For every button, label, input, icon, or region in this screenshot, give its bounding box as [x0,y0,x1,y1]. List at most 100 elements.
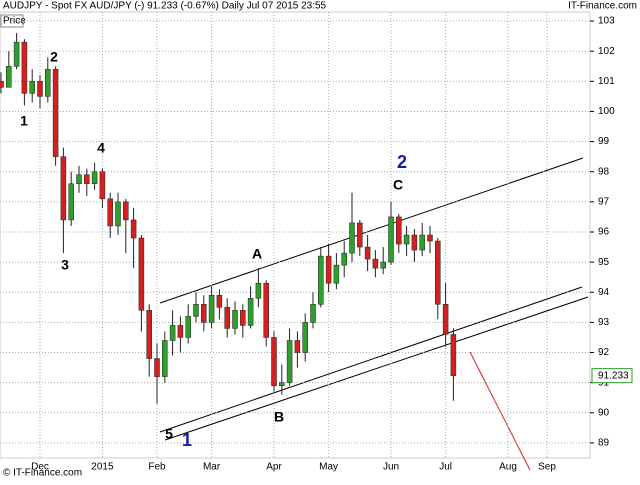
candle-body [380,261,386,269]
wave-label: 3 [61,257,69,273]
x-tick-label: Jul [439,462,452,473]
wave-label: 4 [97,140,105,156]
candle-body [435,240,441,305]
candle-body [240,310,246,326]
wave-label: 2 [397,152,407,172]
candle-body [146,310,152,359]
candle-body [177,325,184,338]
candle-body [29,81,35,94]
wave-label: C [393,177,403,193]
footer: © IT-Finance.com [3,468,82,479]
candle-body [138,237,145,311]
candle-body [123,201,129,221]
candle-body [411,234,418,251]
channel-lower-2 [164,296,589,441]
candle-body [442,304,449,335]
y-tick-label: 98 [598,166,610,177]
y-tick-label: 90 [598,407,610,418]
candle-body [364,246,371,260]
candle-body [396,216,402,245]
source: IT-Finance.com [568,1,637,12]
candle-body [21,41,28,94]
candle-body [162,340,168,377]
candle-body [388,216,394,263]
y-tick-label: 103 [598,16,615,27]
candle-body [325,255,332,284]
y-tick-label: 102 [598,46,615,57]
candle-body [52,69,59,157]
candle-body [403,234,410,245]
candle-body [130,219,137,239]
candle-body [419,234,425,251]
y-tick-label: 95 [598,257,610,268]
wave-label: 1 [20,113,28,129]
x-tick-label: Aug [499,462,517,473]
candle-body [318,255,324,305]
y-tick-label: 92 [598,347,610,358]
candle-body [341,252,347,266]
x-tick-label: Dec [31,462,49,473]
x-tick-label: Mar [203,462,221,473]
candle-body [310,304,316,323]
candle-body [0,81,4,88]
y-tick-label: 94 [598,287,610,298]
wave-label: 2 [50,49,58,65]
candle-body [68,183,74,221]
wave-label: 5 [165,426,173,442]
candle-body [107,198,113,227]
wave-label: B [274,409,284,425]
candle-body [333,264,340,284]
projection-line [469,351,531,471]
candle-body [271,337,277,386]
y-tick-label: 93 [598,317,610,328]
candle-body [232,310,238,329]
plot-area [0,11,591,459]
candle-body [263,282,269,338]
candle-body [427,234,433,242]
candle-body [372,258,379,269]
x-tick-label: Feb [148,462,166,473]
wave-label: 1 [182,430,192,450]
candle-body [279,382,285,386]
candle-body [255,282,262,299]
y-tick-label: 101 [598,76,615,87]
candle-body [193,304,199,317]
y-tick-label: 97 [598,196,610,207]
candle-body [357,222,363,248]
channel-upper [159,157,584,304]
y-tick-label: 96 [598,227,610,238]
candle-body [185,316,191,338]
x-tick-label: Apr [266,462,282,473]
candle-body [6,65,12,88]
x-tick-label: Jun [383,462,399,473]
candle-body [91,171,98,185]
last-price-label: 91.233 [598,370,629,381]
channel-lower [159,286,583,433]
candle-body [169,325,176,341]
candle-body [76,174,82,185]
y-tick-label: 89 [598,438,610,449]
x-tick-label: May [319,462,338,473]
candle-body [37,81,43,97]
candle-body [60,156,67,221]
candle-body [201,304,207,323]
candle-body [224,307,230,329]
y-tick-label: 99 [598,136,610,147]
y-axis-title: Price [3,16,26,27]
candle-body [13,41,20,67]
x-tick-label: 2015 [91,462,114,473]
candle-body [45,69,51,97]
candle-body [294,340,301,353]
y-tick-label: 100 [598,106,615,117]
candle-body [286,340,293,383]
candle-body [349,222,355,254]
candle-body [115,201,121,227]
trend-lines [159,157,589,471]
candle-body [154,358,160,377]
last-price-box [591,368,633,384]
candle-body [84,174,90,185]
candle-body [99,171,106,200]
candle-body [247,298,254,326]
chart-title: AUDJPY - Spot FX AUD/JPY (-) 91.233 (-0.… [3,1,327,12]
